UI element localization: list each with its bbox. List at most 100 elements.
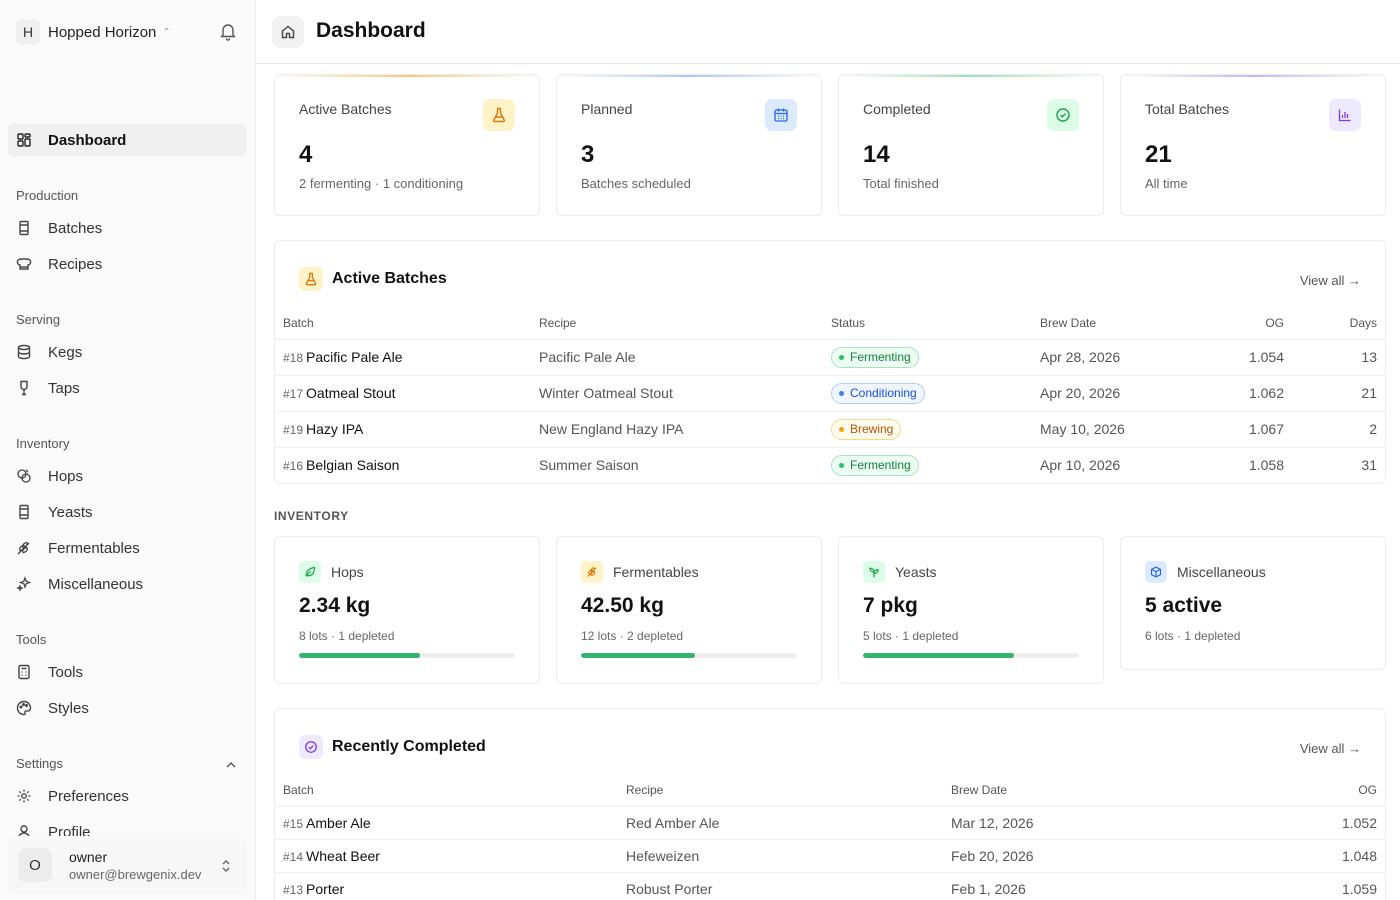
card-accent	[275, 75, 539, 77]
sidebar-item-label: Tools	[48, 663, 84, 681]
batch-name[interactable]: Belgian Saison	[306, 457, 400, 474]
view-all-active-link[interactable]: View all →	[1299, 273, 1361, 288]
sidebar-item-label: Batches	[48, 219, 103, 237]
leaf-icon	[299, 561, 321, 583]
inventory-card-miscellaneous[interactable]: Miscellaneous 5 active 6 lots · 1 deplet…	[1120, 536, 1386, 670]
sidebar-item-taps[interactable]: Taps	[8, 372, 247, 404]
table-row[interactable]: #13 Porter Robust Porter Feb 1, 2026 1.059	[275, 872, 1385, 900]
cell-recipe: New England Hazy IPA	[531, 411, 823, 448]
cell-batch: #19 Hazy IPA	[275, 411, 531, 448]
status-text: Fermenting	[850, 350, 911, 364]
stat-label: Completed	[863, 101, 931, 117]
box-icon	[1145, 561, 1167, 583]
cell-status: Fermenting	[823, 447, 1032, 483]
cell-recipe: Hefeweizen	[618, 839, 943, 873]
stat-subtitle: Total finished	[863, 176, 939, 191]
user-menu[interactable]: O owner owner@brewgenix.dev	[8, 838, 247, 894]
nav-section-serving: Serving	[16, 312, 61, 327]
inventory-card-hops[interactable]: Hops 2.34 kg 8 lots · 1 depleted	[274, 536, 540, 684]
batch-name[interactable]: Amber Ale	[306, 814, 371, 831]
stat-subtitle: 2 fermenting · 1 conditioning	[299, 176, 464, 191]
inventory-subtitle: 6 lots · 1 depleted	[1145, 629, 1241, 643]
view-all-completed-link[interactable]: View all →	[1299, 741, 1361, 756]
inventory-label: Hops	[331, 564, 364, 580]
sidebar-item-label: Fermentables	[48, 539, 140, 557]
inventory-card-header: Miscellaneous	[1145, 561, 1266, 583]
chevron-up-icon[interactable]	[224, 758, 238, 772]
stat-card-active-batches[interactable]: Active Batches 4 2 fermenting · 1 condit…	[274, 74, 540, 216]
card-accent	[557, 75, 821, 77]
flask-icon	[299, 267, 323, 291]
batch-name[interactable]: Porter	[306, 880, 345, 897]
sidebar-item-kegs[interactable]: Kegs	[8, 336, 247, 368]
batch-id: #19	[283, 423, 304, 437]
wheat-icon	[581, 561, 603, 583]
sidebar-item-fermentables[interactable]: Fermentables	[8, 532, 247, 564]
batch-name[interactable]: Oatmeal Stout	[306, 385, 396, 401]
active-batches-panel: Active Batches View all → Batch Recipe S…	[274, 240, 1386, 484]
card-accent	[839, 75, 1103, 77]
gear-icon	[17, 789, 31, 803]
cell-brew-date: Apr 20, 2026	[1032, 375, 1192, 412]
bell-icon[interactable]	[220, 23, 236, 41]
active-batches-table: Batch Recipe Status Brew Date OG Days #1…	[275, 307, 1385, 483]
sidebar-item-hops[interactable]: Hops	[8, 460, 247, 492]
sidebar-item-styles[interactable]: Styles	[8, 692, 247, 724]
home-button[interactable]	[272, 16, 304, 48]
stat-card-total-batches[interactable]: Total Batches 21 All time	[1120, 74, 1386, 216]
status-badge: Brewing	[831, 418, 902, 440]
inventory-value: 7 pkg	[863, 594, 918, 617]
status-text: Conditioning	[850, 386, 917, 400]
inventory-value: 42.50 kg	[581, 594, 664, 617]
sidebar-item-miscellaneous[interactable]: Miscellaneous	[8, 568, 247, 600]
batch-name[interactable]: Wheat Beer	[306, 847, 380, 864]
inventory-subtitle: 8 lots · 1 depleted	[299, 629, 395, 643]
col-brew-date: Brew Date	[1032, 307, 1192, 340]
inventory-card-fermentables[interactable]: Fermentables 42.50 kg 12 lots · 2 deplet…	[556, 536, 822, 684]
inventory-progress	[863, 653, 1079, 658]
inventory-value: 5 active	[1145, 594, 1223, 617]
cell-og: 1.052	[1223, 806, 1385, 840]
palette-icon	[16, 700, 32, 716]
stat-value: 14	[863, 141, 890, 168]
hop-icon	[17, 469, 31, 483]
table-row[interactable]: #17 Oatmeal Stout Winter Oatmeal Stout Cond…	[275, 375, 1385, 412]
sidebar-item-batches[interactable]: Batches	[8, 212, 247, 244]
sidebar-item-preferences[interactable]: Preferences	[8, 780, 247, 812]
sidebar-item-dashboard[interactable]: Dashboard	[8, 124, 247, 156]
col-recipe: Recipe	[618, 774, 943, 807]
inventory-card-header: Hops	[299, 561, 364, 583]
cell-og: 1.067	[1192, 411, 1292, 448]
batch-name[interactable]: Pacific Pale Ale	[306, 349, 403, 365]
sprout-icon	[863, 561, 885, 583]
cell-brew-date: Apr 28, 2026	[1032, 339, 1192, 376]
cell-batch: #15 Amber Ale	[275, 806, 618, 840]
sidebar-item-recipes[interactable]: Recipes	[8, 248, 247, 280]
table-row[interactable]: #16 Belgian Saison Summer Saison Fermenting…	[275, 447, 1385, 483]
user-name: owner	[69, 849, 108, 865]
section-title: Active Batches	[299, 267, 447, 291]
cell-days: 31	[1361, 457, 1377, 474]
section-title-text: Recently Completed	[332, 738, 486, 755]
wheat-icon	[17, 541, 30, 555]
inventory-card-yeasts[interactable]: Yeasts 7 pkg 5 lots · 1 depleted	[838, 536, 1104, 684]
sidebar-item-tools[interactable]: Tools	[8, 656, 247, 688]
stat-card-completed[interactable]: Completed 14 Total finished	[838, 74, 1104, 216]
table-row[interactable]: #14 Wheat Beer Hefeweizen Feb 20, 2026 1.048	[275, 839, 1385, 873]
stat-card-planned[interactable]: Planned 3 Batches scheduled	[556, 74, 822, 216]
workspace-switcher[interactable]: H Hopped Horizon ⌃	[16, 20, 171, 44]
table-row[interactable]: #18 Pacific Pale Ale Pacific Pale Ale Ferme…	[275, 339, 1385, 376]
sidebar-item-yeasts[interactable]: Yeasts	[8, 496, 247, 528]
nav-section-production: Production	[16, 188, 79, 203]
table-row[interactable]: #19 Hazy IPA New England Hazy IPA Brewing Ma…	[275, 411, 1385, 448]
cell-batch: #13 Porter	[275, 872, 618, 900]
sidebar-item-label: Profile	[48, 823, 91, 837]
sidebar-item-profile[interactable]: Profile	[8, 816, 247, 836]
batch-name[interactable]: Hazy IPA	[306, 421, 364, 437]
table-row[interactable]: #15 Amber Ale Red Amber Ale Mar 12, 2026 1.0…	[275, 806, 1385, 840]
cell-og: 1.058	[1248, 457, 1284, 474]
col-og: OG	[1223, 774, 1385, 807]
completed-batches-body: #15 Amber Ale Red Amber Ale Mar 12, 2026 1.0…	[275, 806, 1385, 900]
batch-id: #17	[283, 387, 304, 401]
inventory-subtitle: 12 lots · 2 depleted	[581, 629, 684, 643]
